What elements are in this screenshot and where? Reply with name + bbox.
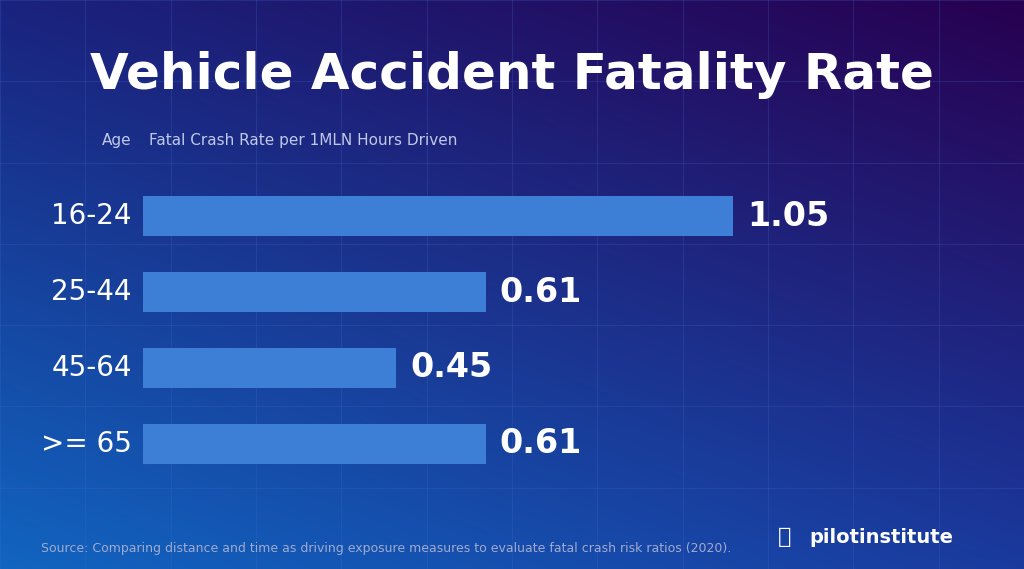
Text: Source: Comparing distance and time as driving exposure measures to evaluate fat: Source: Comparing distance and time as d… — [41, 542, 731, 555]
Text: >= 65: >= 65 — [41, 430, 132, 458]
Text: 16-24: 16-24 — [51, 202, 132, 230]
Text: 45-64: 45-64 — [51, 354, 132, 382]
Text: 25-44: 25-44 — [51, 278, 132, 306]
Text: Vehicle Accident Fatality Rate: Vehicle Accident Fatality Rate — [90, 51, 934, 99]
Text: 1.05: 1.05 — [746, 200, 829, 233]
Bar — [143, 424, 485, 464]
Text: ⛑: ⛑ — [778, 527, 800, 547]
Text: pilotinstitute: pilotinstitute — [809, 529, 953, 547]
Text: 0.61: 0.61 — [500, 427, 582, 460]
Text: 0.45: 0.45 — [410, 352, 493, 385]
Text: 0.61: 0.61 — [500, 275, 582, 308]
Text: Age: Age — [102, 133, 132, 148]
Bar — [143, 348, 396, 387]
Text: Fatal Crash Rate per 1MLN Hours Driven: Fatal Crash Rate per 1MLN Hours Driven — [148, 133, 458, 148]
Bar — [143, 196, 733, 236]
Bar — [143, 273, 485, 312]
